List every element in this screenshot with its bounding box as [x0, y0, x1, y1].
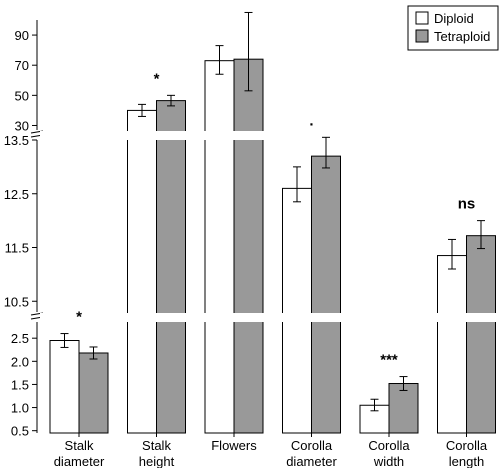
significance-label: * — [76, 309, 82, 326]
bar-tetraploid — [311, 155, 341, 434]
axis-break-group — [40, 131, 500, 322]
y-axis-group: 30 50 70 90 10.5 11.5 12.5 13.5 0.5 1.0 1.5 2.0 2.5 — [4, 20, 44, 439]
bar-diploid — [204, 60, 235, 434]
bar-tetraploid — [466, 235, 496, 434]
y-tick-label: 2.0 — [11, 354, 29, 369]
significance-label: ns — [458, 196, 476, 213]
bar-diploid — [127, 109, 157, 434]
x-tick-label-group: Stalk diameter Stalk height Flowers Corolla di… — [54, 433, 488, 468]
y-tick-label: 11.5 — [5, 241, 29, 256]
axis-break-gap — [40, 131, 500, 140]
significance-label: * — [154, 70, 160, 87]
x-tick-label: Stalk diameter — [54, 438, 105, 468]
bar-tetraploid — [388, 383, 419, 434]
y-tick-label: 1.0 — [11, 401, 29, 416]
legend-label-tetraploid: Tetraploid — [434, 29, 490, 44]
y-tick-label: 2.5 — [11, 331, 29, 346]
significance-label: . — [309, 112, 313, 129]
bar-diploid — [49, 340, 80, 434]
y-tick-label: 0.5 — [11, 424, 29, 439]
y-tick-label: 10.5 — [4, 294, 29, 309]
bar-group — [49, 58, 496, 434]
error-bar-group — [60, 11, 485, 412]
bar-diploid — [282, 187, 312, 434]
y-tick-label: 1.5 — [11, 377, 29, 392]
significance-group: * *. *** ns — [76, 70, 475, 368]
y-tick-label: 70 — [15, 58, 29, 73]
bar-tetraploid — [78, 352, 109, 434]
axis-break-gap — [40, 313, 500, 322]
y-tick-label: 50 — [15, 88, 29, 103]
x-tick-label: Stalk height — [139, 438, 175, 468]
x-tick-label: Corolla diameter — [286, 438, 337, 468]
y-tick-label: 90 — [15, 28, 29, 43]
bar-tetraploid — [156, 100, 186, 434]
x-tick-label: Corolla width — [368, 438, 410, 468]
y-tick-label: 12.5 — [4, 187, 29, 202]
significance-label: *** — [380, 352, 398, 369]
x-tick-label: Flowers — [211, 438, 257, 453]
y-tick-label: 30 — [15, 118, 29, 133]
y-tick-label: 13.5 — [4, 133, 29, 148]
legend: Diploid Tetraploid — [407, 5, 499, 51]
bar-diploid — [437, 255, 467, 434]
legend-label-diploid: Diploid — [434, 11, 474, 26]
legend-swatch-tetraploid — [415, 29, 429, 43]
legend-swatch-diploid — [415, 11, 429, 25]
bar-tetraploid — [233, 58, 264, 434]
x-tick-label: Corolla length — [446, 438, 488, 468]
